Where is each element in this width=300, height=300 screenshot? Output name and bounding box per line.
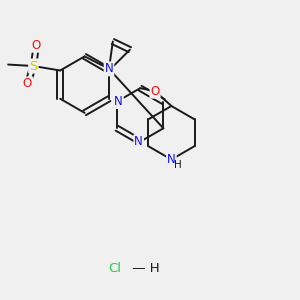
Text: N: N [134,135,143,148]
Text: S: S [29,59,38,73]
Text: O: O [32,39,41,52]
Text: H: H [174,160,182,170]
Text: Cl: Cl [108,262,121,275]
Text: N: N [105,62,113,75]
Text: O: O [23,77,32,90]
Text: — H: — H [128,262,159,275]
Text: N: N [167,153,176,166]
Text: O: O [150,85,160,98]
Text: N: N [114,95,123,108]
